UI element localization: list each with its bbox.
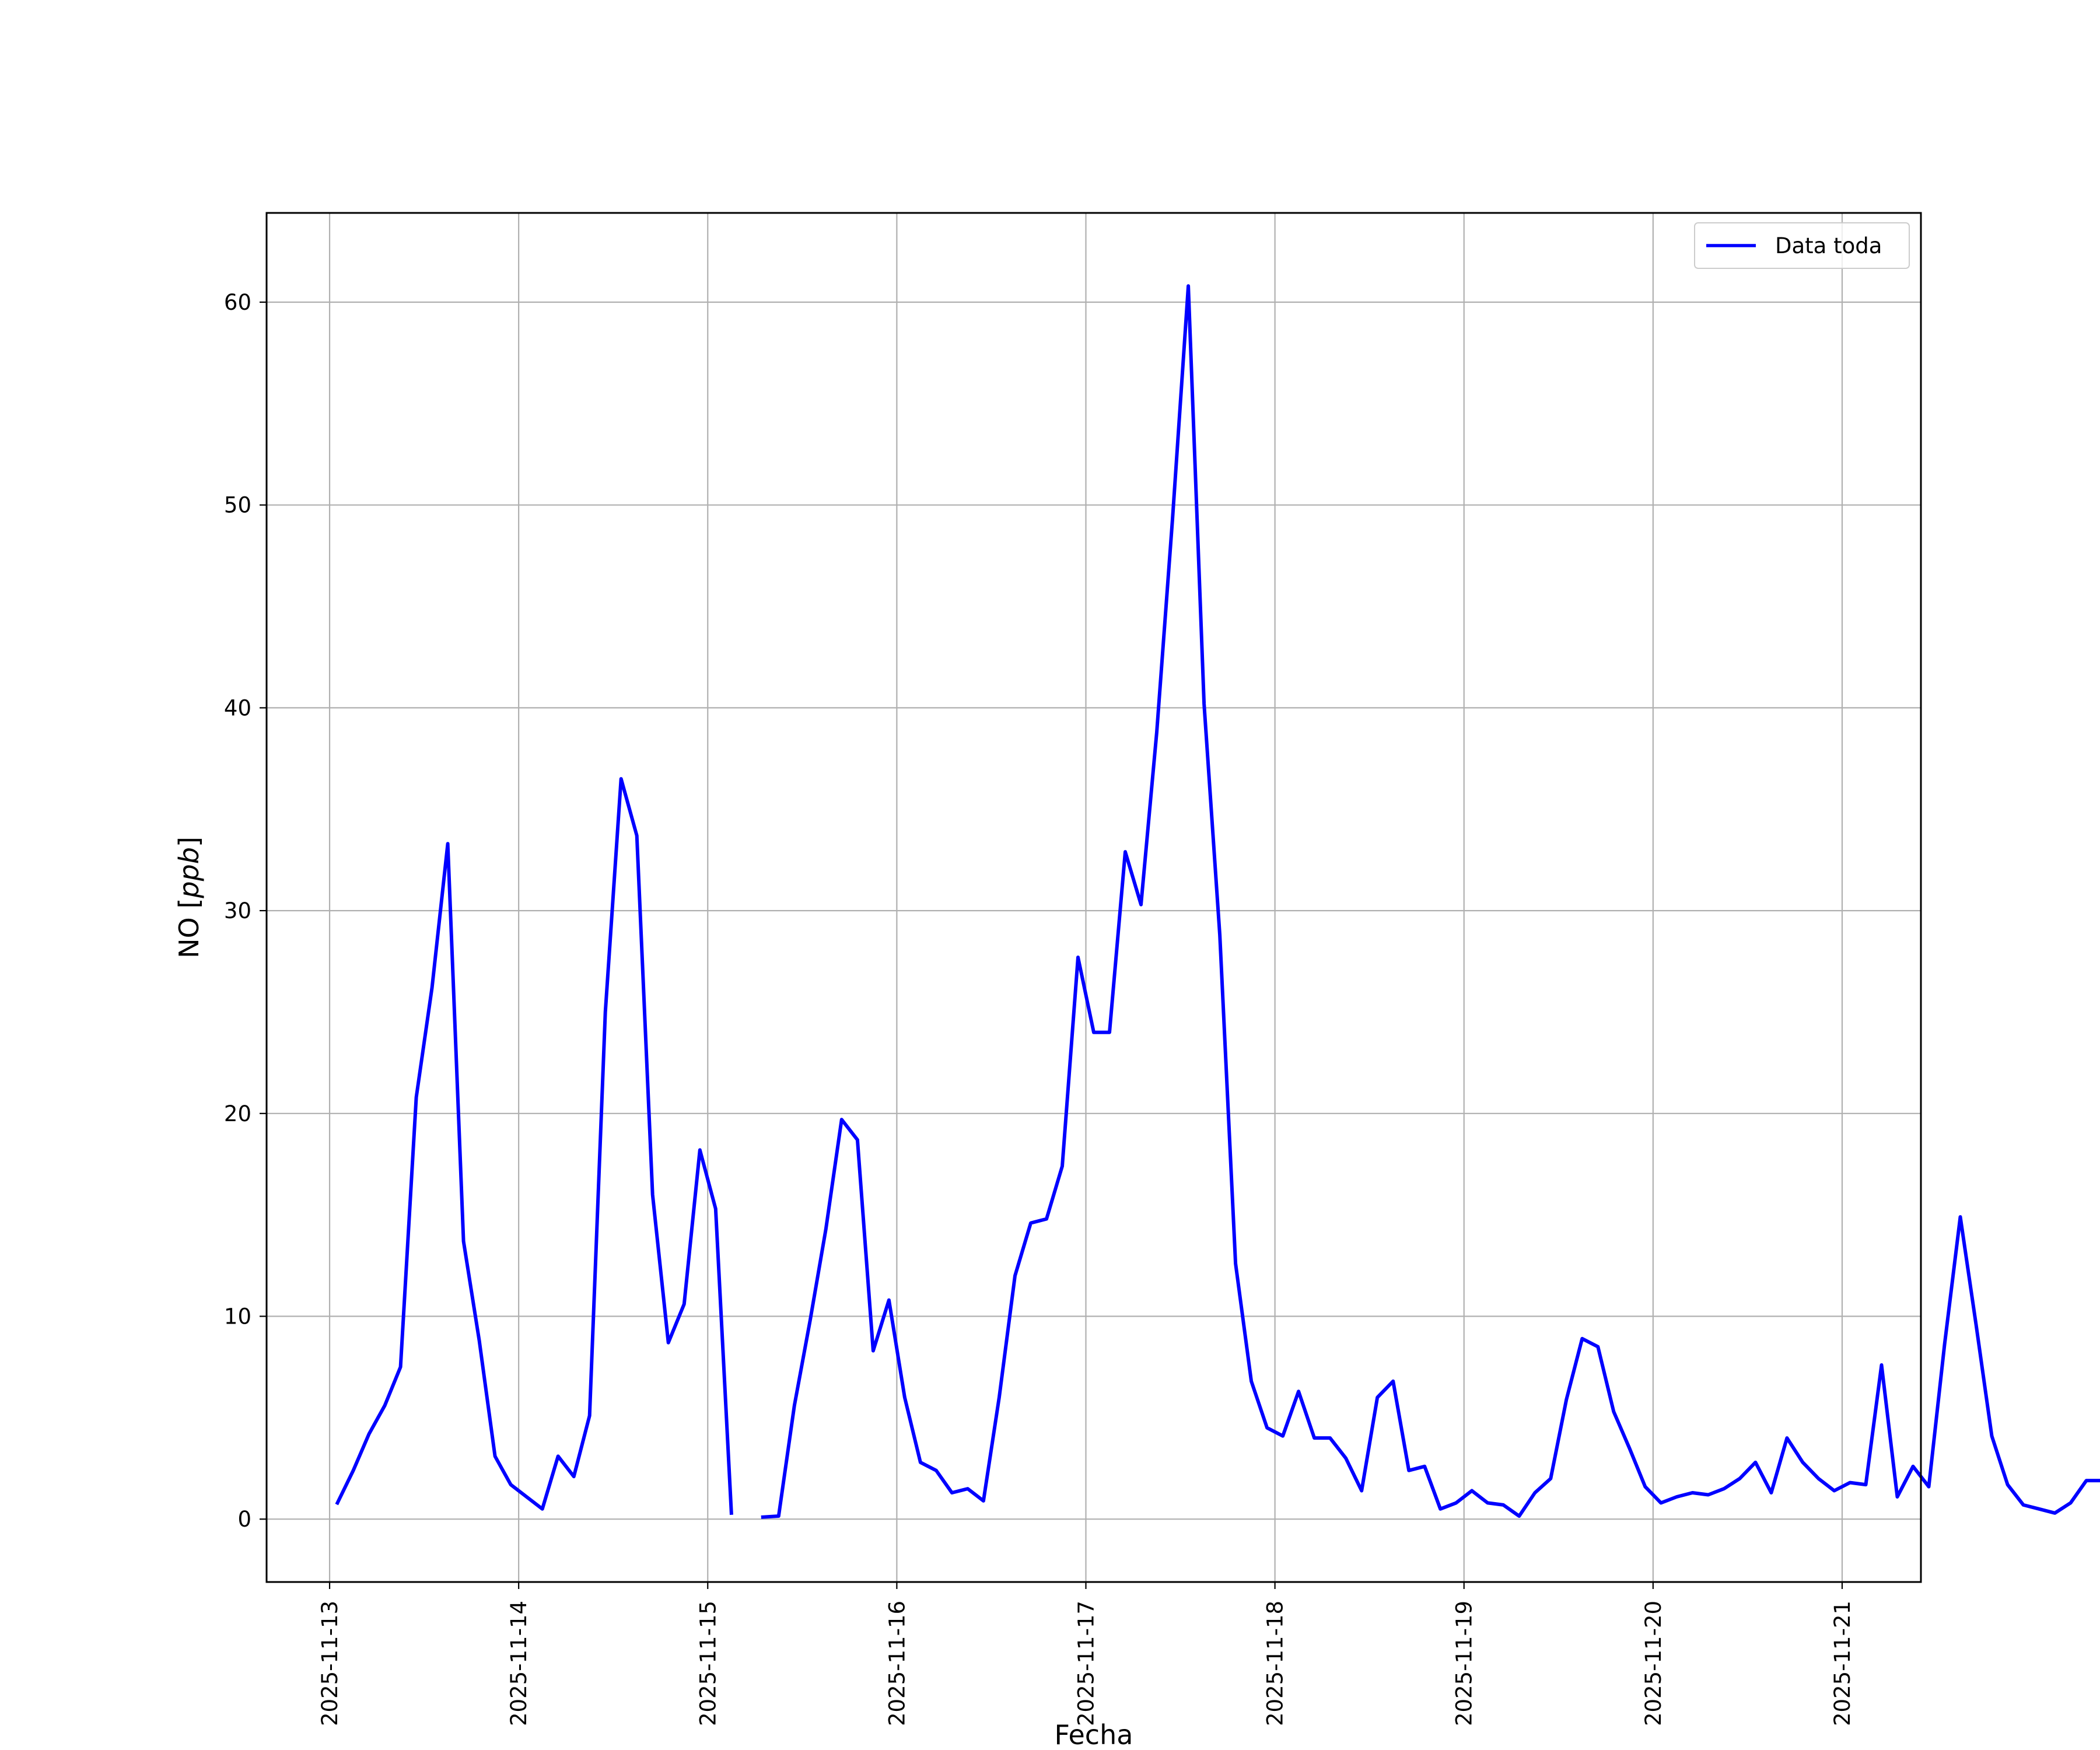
x-axis-title: Fecha (1055, 1719, 1133, 1750)
grid-lines (267, 213, 1921, 1582)
series-layer (335, 284, 2100, 1519)
y-axis-title-unit: ppb (173, 847, 205, 899)
x-tick-label: 2025-11-21 (1830, 1601, 1855, 1726)
y-axis-title-suffix: ] (173, 836, 205, 847)
y-axis-title-prefix: NO [ (173, 898, 205, 958)
x-tick-label: 2025-11-20 (1641, 1601, 1666, 1726)
y-tick-label: 40 (224, 695, 251, 720)
y-tick-label: 50 (224, 493, 251, 518)
series-line-data-toda (761, 284, 2100, 1519)
y-axis-title: NO [ppb] (173, 836, 205, 958)
x-axis-ticks: 2025-11-13 2025-11-14 2025-11-15 2025-11-16… (317, 1582, 1855, 1726)
y-axis-ticks: 0 10 20 30 40 50 60 (224, 290, 267, 1532)
y-tick-label: 30 (224, 898, 251, 923)
x-tick-label: 2025-11-14 (506, 1601, 531, 1726)
x-tick-label: 2025-11-15 (695, 1601, 720, 1726)
y-tick-label: 20 (224, 1101, 251, 1126)
x-tick-label: 2025-11-19 (1452, 1601, 1477, 1726)
y-tick-label: 10 (224, 1304, 251, 1329)
x-tick-label: 2025-11-17 (1073, 1601, 1098, 1726)
x-tick-label: 2025-11-13 (317, 1601, 342, 1726)
legend-box (1694, 222, 1910, 269)
series-line-data-toda (335, 777, 733, 1515)
legend: Data toda (1694, 222, 1910, 269)
plot-area-frame (265, 212, 1922, 1583)
y-tick-label: 60 (224, 290, 251, 315)
legend-label-data-toda: Data toda (1775, 233, 1882, 258)
x-tick-label: 2025-11-18 (1263, 1601, 1288, 1726)
x-tick-label: 2025-11-16 (884, 1601, 909, 1726)
y-tick-label: 0 (237, 1507, 251, 1532)
